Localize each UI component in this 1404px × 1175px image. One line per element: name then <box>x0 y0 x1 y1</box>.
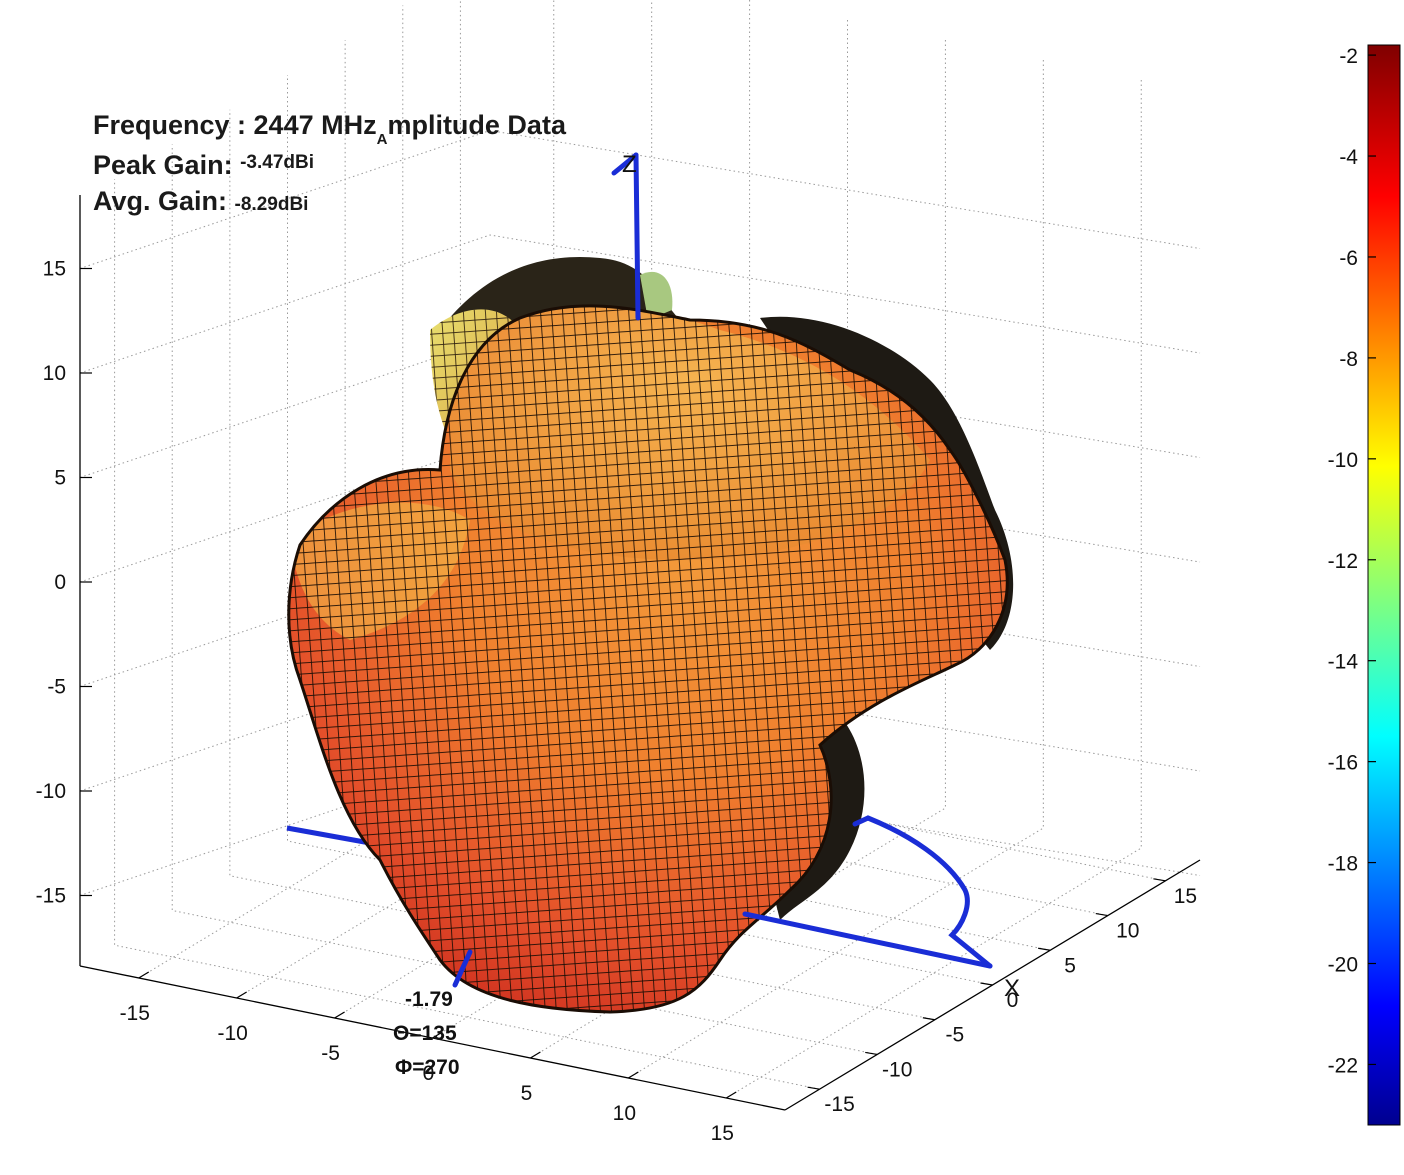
z-tick-label: -5 <box>47 676 66 699</box>
x-tick-label: -5 <box>946 1024 965 1047</box>
z-grid-line <box>79 129 1201 269</box>
marker-value: -1.79 <box>405 988 453 1011</box>
colorbar-tick-label: -20 <box>1328 954 1358 977</box>
colorbar-tick-label: -14 <box>1328 651 1359 674</box>
colorbar <box>1367 44 1401 1126</box>
amplitude-label: mplitude Data <box>387 110 566 140</box>
y-tick-label: 10 <box>613 1102 636 1125</box>
z-tick-label: 0 <box>54 571 66 594</box>
y-tick-label: -5 <box>321 1042 340 1065</box>
x-tick-label: 10 <box>1116 920 1139 943</box>
peak-gain-row: Peak Gain: -3.47dBi <box>93 150 314 181</box>
peak-gain-value: -3.47dBi <box>240 152 314 173</box>
y-tick-label: 5 <box>521 1082 533 1105</box>
colorbar-tick-label: -8 <box>1339 348 1358 371</box>
x-tick-label: 0 <box>1007 989 1019 1012</box>
z-tick-label: -10 <box>36 780 66 803</box>
colorbar-tick-label: -10 <box>1328 449 1358 472</box>
y-tick-label: -10 <box>217 1022 247 1045</box>
x-grid-line <box>287 75 993 986</box>
colorbar-tick-label: -4 <box>1339 146 1358 169</box>
z-tick-label: -15 <box>36 885 66 908</box>
x-tick-label: -10 <box>882 1058 912 1081</box>
z-tick-label: 15 <box>43 258 66 281</box>
z-tick-label: 5 <box>54 467 66 490</box>
title-subscript: A <box>376 131 388 148</box>
y-tick-mark <box>138 971 150 979</box>
colorbar-tick-label: -22 <box>1328 1054 1358 1077</box>
x-tick-mark <box>1038 947 1051 951</box>
y-tick-mark <box>530 1051 541 1059</box>
x-tick-mark <box>1095 912 1108 917</box>
x-tick-label: -15 <box>824 1093 854 1116</box>
peak-gain-label: Peak Gain: <box>93 150 233 180</box>
y-tick-label: 0 <box>423 1062 435 1085</box>
x-tick-label: 5 <box>1064 954 1076 977</box>
colorbar-ticks: -2 -4 -6 -8 -10 -12 -14 -16 -18 -20 -22 <box>1328 45 1376 1077</box>
colorbar-tick-label: -2 <box>1339 45 1358 68</box>
marker-theta: Θ=135 <box>393 1022 457 1045</box>
colorbar-tick-label: -12 <box>1328 550 1358 573</box>
y-tick-mark <box>432 1031 443 1039</box>
y-tick-mark <box>236 991 247 999</box>
x-tick-mark <box>807 1086 820 1090</box>
x-grid-line <box>344 40 1051 951</box>
avg-gain-value: -8.29dBi <box>234 194 309 215</box>
x-tick-mark <box>922 1017 935 1021</box>
colorbar-tick-label: -16 <box>1328 752 1358 775</box>
y-tick-mark <box>725 1091 737 1099</box>
avg-gain-label: Avg. Gain: <box>93 186 228 216</box>
x-tick-label: 15 <box>1174 885 1197 908</box>
x-grid-line <box>114 179 820 1090</box>
frequency-title: Frequency : 2447 MHzAmplitude Data <box>93 110 566 148</box>
z-grid-line <box>79 234 1201 374</box>
colorbar-tick-label: -18 <box>1328 853 1358 876</box>
x-axis-label: X <box>1004 975 1020 1002</box>
blue-axes <box>452 152 993 988</box>
x-grid-line <box>459 0 1166 882</box>
y-tick-label: 15 <box>711 1122 734 1145</box>
avg-gain-row: Avg. Gain: -8.29dBi <box>93 186 308 217</box>
y-tick-label: -15 <box>120 1002 150 1025</box>
y-tick-mark <box>334 1011 345 1019</box>
x-tick-mark <box>865 1051 878 1056</box>
frequency-label: Frequency : 2447 MHz <box>93 110 377 140</box>
colorbar-tick-label: -6 <box>1339 247 1358 270</box>
z-tick-label: 10 <box>43 362 66 385</box>
marker-phi: Φ=270 <box>395 1056 460 1079</box>
x-tick-mark <box>1153 878 1166 882</box>
z-axis-label: Z <box>622 151 637 178</box>
tick-marks: 15 10 5 0 -5 -10 -15 -15 -10 -5 0 5 10 15 -15 -10 -5 0 5 10… <box>36 258 1197 1146</box>
pattern-surface <box>287 256 1014 1014</box>
x-grid-line <box>402 5 1108 917</box>
y-axis-line-left <box>286 825 371 846</box>
y-tick-mark <box>628 1071 639 1079</box>
x-tick-mark <box>980 982 993 986</box>
